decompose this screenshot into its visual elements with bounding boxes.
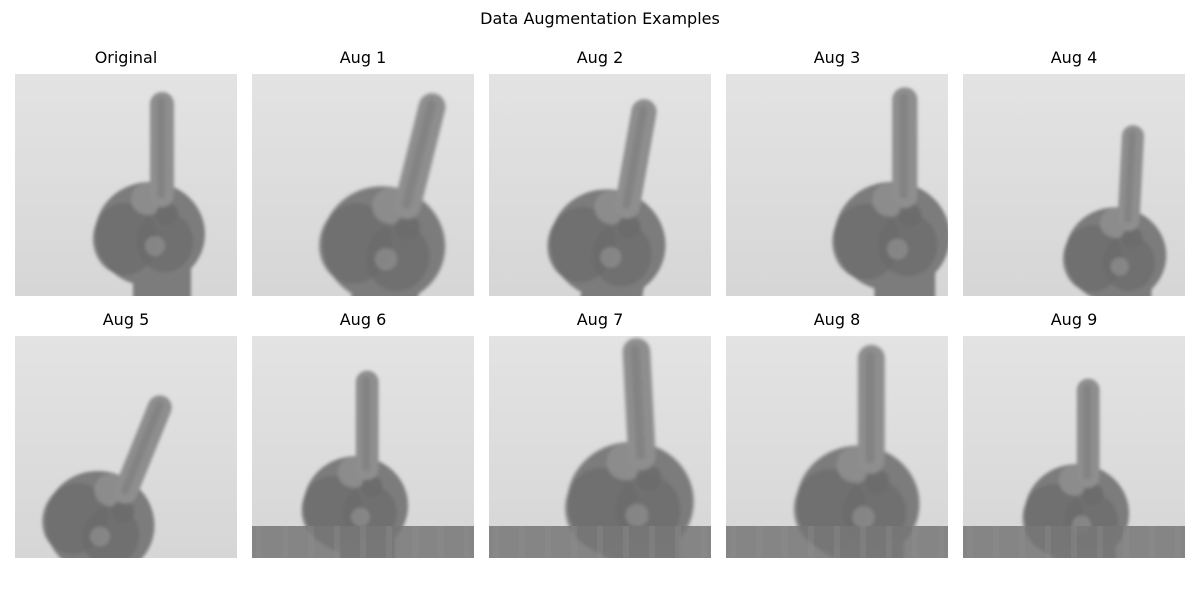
- panel-title: Aug 8: [813, 310, 861, 329]
- hand-one-finger-image: [726, 74, 948, 296]
- edge-fill-band: [726, 526, 948, 558]
- hand-one-finger-image: [252, 74, 474, 296]
- panel: Aug 5: [15, 310, 237, 558]
- panel-title: Aug 4: [1050, 48, 1098, 67]
- hand-one-finger-image: [489, 74, 711, 296]
- panel-title: Original: [94, 48, 158, 67]
- figure-title: Data Augmentation Examples: [480, 9, 720, 28]
- panel-title: Aug 7: [576, 310, 624, 329]
- hand-one-finger-image: [15, 74, 237, 296]
- panel: Aug 4: [963, 48, 1185, 296]
- edge-fill-band: [489, 526, 711, 558]
- hand-shape: [42, 395, 172, 558]
- panel-title: Aug 1: [339, 48, 387, 67]
- hand-shape: [832, 87, 948, 296]
- hand-one-finger-image: [489, 336, 711, 558]
- panel: Aug 9: [963, 310, 1185, 558]
- panel-title: Aug 3: [813, 48, 861, 67]
- hand-one-finger-image: [963, 74, 1185, 296]
- edge-fill-band: [963, 526, 1185, 558]
- hand-one-finger-image: [15, 336, 237, 558]
- panel-title: Aug 6: [339, 310, 387, 329]
- panel-title: Aug 5: [102, 310, 150, 329]
- panel: Aug 8: [726, 310, 948, 558]
- panel: Aug 1: [252, 48, 474, 296]
- hand-shape: [547, 99, 666, 296]
- hand-one-finger-image: [252, 336, 474, 558]
- panel: Aug 6: [252, 310, 474, 558]
- panel-title: Aug 9: [1050, 310, 1098, 329]
- edge-fill-band: [252, 526, 474, 558]
- panel: Aug 3: [726, 48, 948, 296]
- panel: Aug 2: [489, 48, 711, 296]
- panel: Aug 7: [489, 310, 711, 558]
- hand-one-finger-image: [726, 336, 948, 558]
- hand-shape: [319, 93, 446, 296]
- hand-shape: [1063, 125, 1167, 296]
- hand-shape: [93, 92, 205, 296]
- panel: Original: [15, 48, 237, 296]
- panel-title: Aug 2: [576, 48, 624, 67]
- hand-one-finger-image: [963, 336, 1185, 558]
